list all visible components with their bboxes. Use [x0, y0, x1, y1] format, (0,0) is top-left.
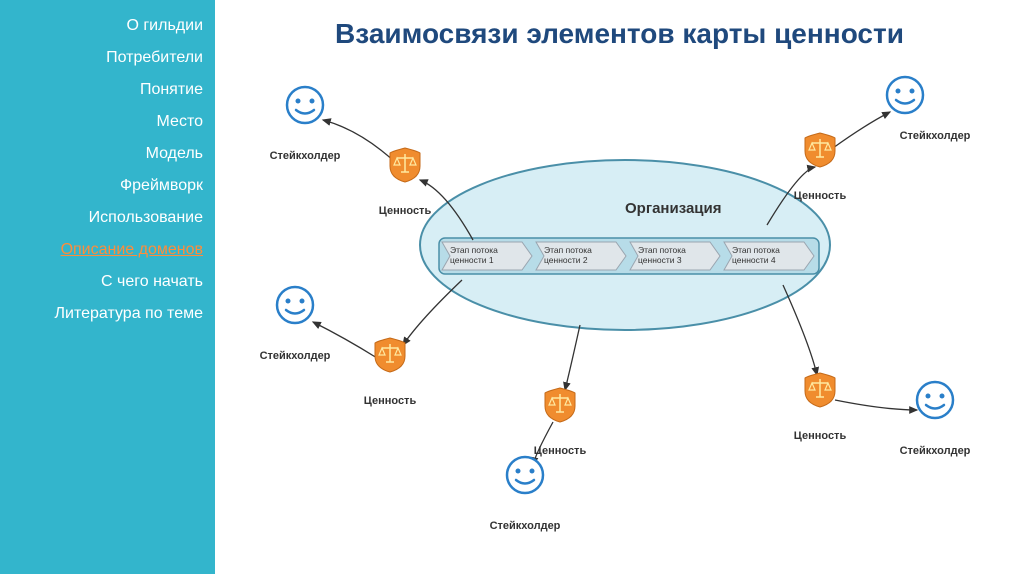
- arrow-3: [833, 112, 890, 148]
- arrow-8: [783, 285, 817, 375]
- arrow-6: [565, 325, 580, 390]
- sidebar-item-9[interactable]: Литература по теме: [0, 298, 203, 330]
- stage-3: Этап потокаценности 3: [630, 242, 720, 270]
- value-icon-s3: [375, 338, 405, 372]
- stakeholder-icon-f1: [287, 87, 323, 123]
- stage-label-4: Этап потокаценности 4: [732, 245, 780, 265]
- stage-4: Этап потокаценности 4: [724, 242, 814, 270]
- arrow-7: [533, 422, 553, 465]
- stakeholder-label-f5: Стейкхолдер: [900, 445, 971, 457]
- value-icon-s1: [390, 148, 420, 182]
- sidebar-item-4[interactable]: Модель: [0, 138, 203, 170]
- stage-label-1: Этап потокаценности 1: [450, 245, 498, 265]
- value-label-s1: Ценность: [379, 205, 431, 217]
- sidebar-item-5[interactable]: Фреймворк: [0, 170, 203, 202]
- pipeline: Этап потокаценности 1 Этап потокаценности…: [442, 242, 814, 270]
- stakeholder-label-f4: Стейкхолдер: [490, 520, 561, 532]
- sidebar-item-8[interactable]: С чего начать: [0, 266, 203, 298]
- stage-2: Этап потокаценности 2: [536, 242, 626, 270]
- arrow-9: [835, 400, 917, 410]
- value-label-s4: Ценность: [534, 445, 586, 457]
- stage-label-2: Этап потокаценности 2: [544, 245, 592, 265]
- diagram: Стейкхолдер Стейкхолдер Стейкхолдер Стейкхо…: [215, 70, 1024, 570]
- value-label-s3: Ценность: [364, 395, 416, 407]
- organization-label: Организация: [625, 200, 722, 217]
- stakeholder-label-f2: Стейкхолдер: [900, 130, 971, 142]
- value-label-s5: Ценность: [794, 430, 846, 442]
- stakeholder-icon-f4: [507, 457, 543, 493]
- sidebar-item-0[interactable]: О гильдии: [0, 10, 203, 42]
- page-title: Взаимосвязи элементов карты ценности: [245, 18, 994, 50]
- stage-1: Этап потокаценности 1: [442, 242, 532, 270]
- sidebar: О гильдииПотребителиПонятиеМестоМодельФр…: [0, 0, 215, 574]
- value-icon-s5: [805, 373, 835, 407]
- sidebar-item-3[interactable]: Место: [0, 106, 203, 138]
- sidebar-item-2[interactable]: Понятие: [0, 74, 203, 106]
- stage-label-3: Этап потокаценности 3: [638, 245, 686, 265]
- main-content: Взаимосвязи элементов карты ценности Сте…: [215, 0, 1024, 574]
- sidebar-item-6[interactable]: Использование: [0, 202, 203, 234]
- stakeholder-icon-f5: [917, 382, 953, 418]
- stakeholder-icon-f2: [887, 77, 923, 113]
- sidebar-item-1[interactable]: Потребители: [0, 42, 203, 74]
- diagram-svg: [215, 70, 1024, 570]
- stakeholder-label-f3: Стейкхолдер: [260, 350, 331, 362]
- sidebar-item-7[interactable]: Описание доменов: [0, 234, 203, 266]
- value-icon-s2: [805, 133, 835, 167]
- value-icon-s4: [545, 388, 575, 422]
- stakeholder-icon-f3: [277, 287, 313, 323]
- stakeholder-label-f1: Стейкхолдер: [270, 150, 341, 162]
- value-label-s2: Ценность: [794, 190, 846, 202]
